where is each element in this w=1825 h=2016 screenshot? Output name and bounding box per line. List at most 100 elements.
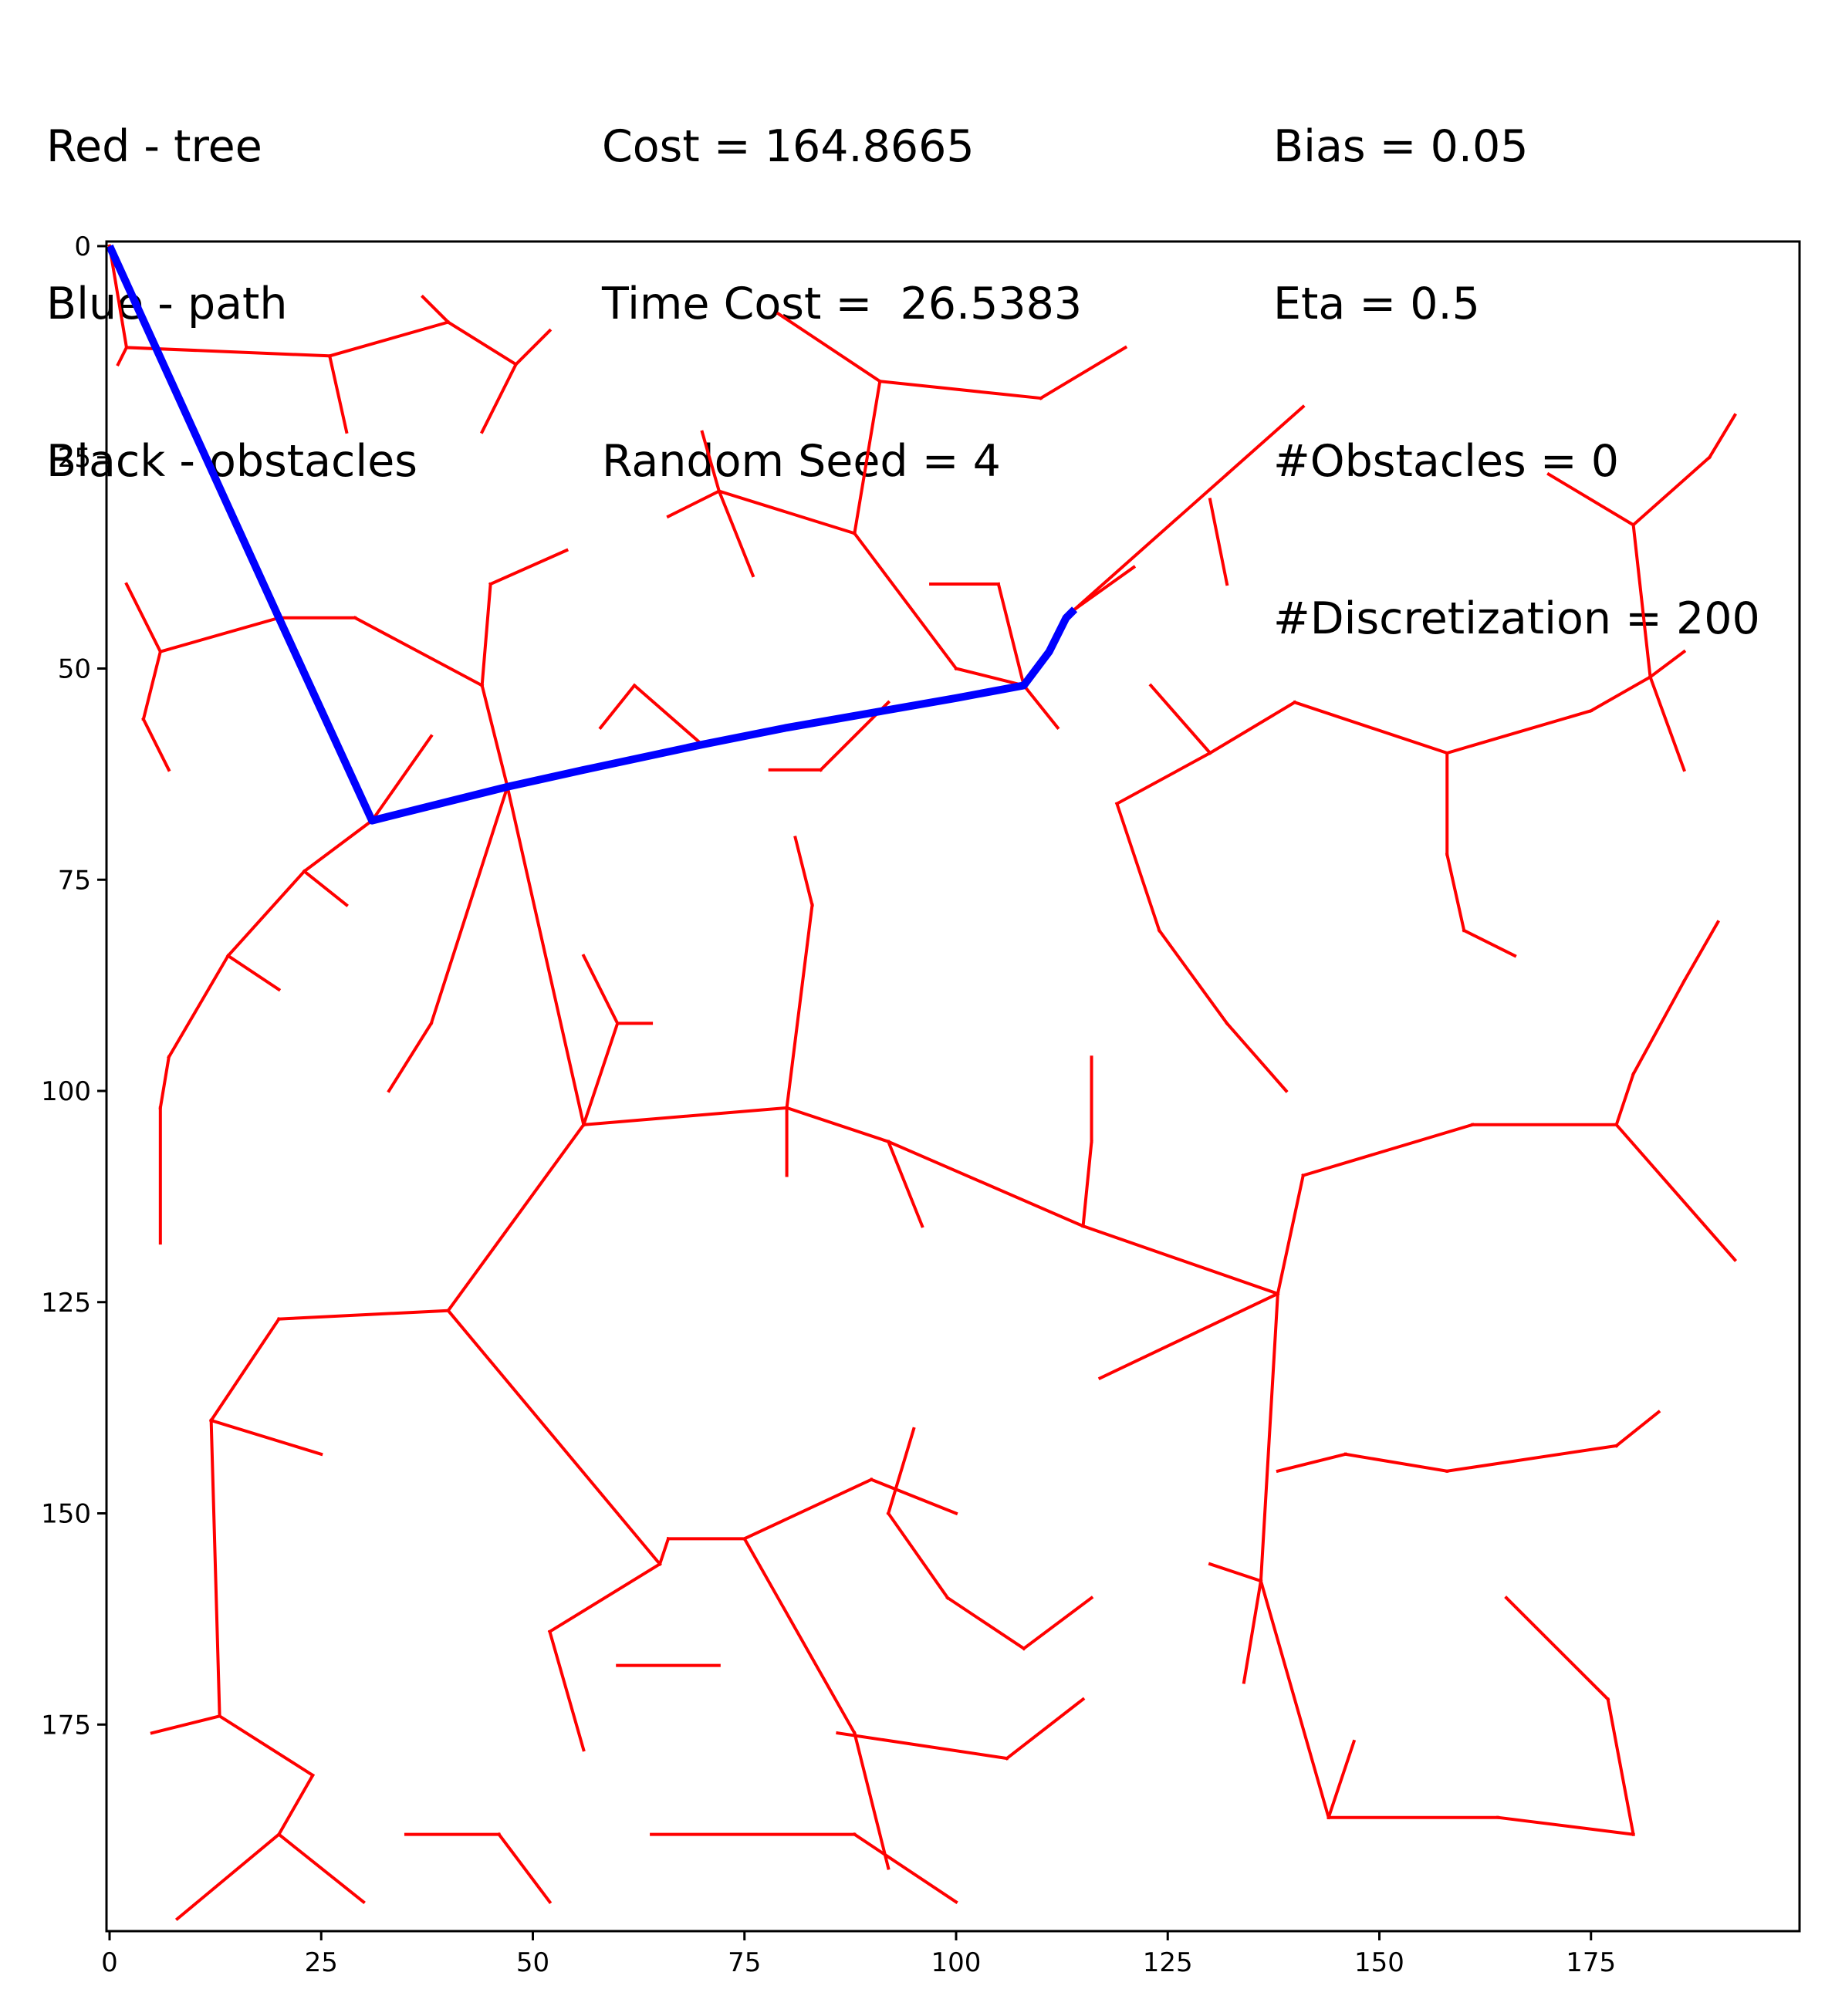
tree-edge — [276, 1832, 366, 1905]
tree-edge — [742, 1536, 857, 1735]
tree-edge — [1021, 1596, 1094, 1651]
x-tick-label: 150 — [1354, 1947, 1404, 1978]
legend-line-tree: Red - tree — [46, 121, 262, 172]
tree-edge — [167, 954, 231, 1059]
tree-edge — [277, 1309, 450, 1321]
tree-edge — [547, 1562, 662, 1634]
tree-edge — [209, 1418, 221, 1718]
tree-edge — [327, 353, 349, 434]
y-tick-label: 0 — [74, 231, 91, 262]
tree-edge — [886, 1511, 950, 1600]
tree-edge — [1072, 471, 1229, 612]
tree-edge — [116, 345, 129, 366]
tree-edge — [954, 667, 1026, 687]
tree-edge — [886, 1140, 1086, 1228]
tree-edge — [581, 1021, 620, 1127]
tree-edge — [141, 650, 163, 721]
tree-edge — [1276, 1452, 1348, 1474]
y-tick-label: 50 — [58, 654, 91, 685]
tree-edge — [886, 1140, 924, 1228]
tree-edge — [632, 683, 705, 747]
tree-edge — [1259, 1579, 1331, 1820]
tree-edge — [421, 294, 451, 325]
tree-edge — [1614, 1122, 1738, 1262]
tree-edge — [276, 1773, 316, 1837]
tree-edge — [1005, 1697, 1086, 1761]
tree-edge — [869, 1477, 958, 1516]
tree-edge — [1293, 700, 1449, 755]
y-tick-label: 75 — [58, 865, 91, 896]
tree-edge — [445, 1308, 662, 1567]
tree-edge — [742, 1477, 874, 1542]
tree-edge — [793, 836, 814, 907]
tree-edge — [513, 328, 553, 367]
tree-edge — [1343, 1452, 1449, 1474]
cost-text: Cost = 164.8665 Time Cost = 26.5383 Rand… — [602, 15, 1082, 540]
tree-edge — [446, 319, 519, 367]
tree-edge — [302, 869, 349, 907]
tree-edge — [598, 683, 637, 730]
tree-edge — [1606, 1697, 1635, 1836]
tree-edge — [1589, 674, 1653, 713]
tree-edge — [480, 683, 510, 789]
tree-edges — [107, 244, 1738, 1921]
tree-edge — [141, 717, 171, 772]
tree-edge — [853, 379, 882, 535]
tree-edge — [666, 488, 722, 519]
tree-edge — [1631, 454, 1712, 528]
tree-edge — [1157, 928, 1229, 1026]
path-line — [106, 244, 1078, 825]
params-text: Bias = 0.05 Eta = 0.5 #Obstacles = 0 #Di… — [1273, 15, 1760, 697]
tree-edge — [582, 1106, 789, 1126]
tree-edge — [429, 785, 510, 1025]
tree-edge — [700, 430, 722, 494]
tree-edge — [996, 582, 1026, 687]
tree-edge — [488, 548, 569, 586]
tree-edge — [1276, 1173, 1306, 1296]
tree-edge — [886, 1427, 916, 1515]
tree-edge — [446, 1123, 586, 1313]
tree-edge — [1148, 683, 1212, 755]
y-tick-label: 125 — [41, 1288, 91, 1319]
x-tick-label: 175 — [1566, 1947, 1616, 1978]
tree-edge — [1038, 345, 1128, 400]
y-tick-label: 100 — [41, 1076, 91, 1107]
y-axis-ticks: 0 25 50 75 100 125 150 175 — [41, 231, 106, 1741]
tree-edge — [107, 244, 129, 350]
tree-edge — [1081, 1140, 1093, 1228]
tree-edge — [327, 320, 451, 358]
tree-edge — [1445, 1444, 1618, 1474]
tree-edge — [1495, 1815, 1635, 1836]
tree-edge — [1208, 700, 1297, 755]
tree-edge — [1648, 674, 1686, 772]
tree-edge — [353, 616, 485, 688]
tree-edge — [1301, 1123, 1475, 1177]
tree-edge — [302, 818, 374, 874]
tree-edge — [1208, 498, 1229, 586]
tree-edge — [1707, 413, 1737, 460]
x-tick-label: 125 — [1143, 1947, 1193, 1978]
tree-edge — [225, 954, 282, 992]
tree-edge — [1114, 751, 1212, 806]
cost-line: Cost = 164.8665 — [602, 121, 975, 172]
tree-edge — [717, 489, 857, 535]
tree-edge — [387, 1021, 434, 1093]
tree-edge — [496, 1832, 553, 1905]
obstacles-count-line: #Obstacles = 0 — [1273, 436, 1619, 487]
tree-edge — [124, 582, 163, 654]
tree-edge — [1225, 404, 1306, 477]
x-tick-label: 100 — [931, 1947, 982, 1978]
tree-edge — [370, 734, 434, 823]
tree-edge — [785, 903, 814, 1110]
tree-edge — [717, 488, 755, 578]
tree-edge — [581, 954, 620, 1026]
tree-edge — [505, 785, 586, 1127]
tree-edge — [657, 1536, 671, 1566]
tree-edge — [1631, 978, 1687, 1076]
tree-edge — [1614, 1410, 1661, 1448]
tree-edge — [1208, 1562, 1263, 1583]
legend-text: Red - tree Blue - path Black - obstacles — [46, 15, 417, 540]
y-tick-label: 175 — [41, 1710, 91, 1741]
tree-edge — [1327, 1739, 1357, 1820]
